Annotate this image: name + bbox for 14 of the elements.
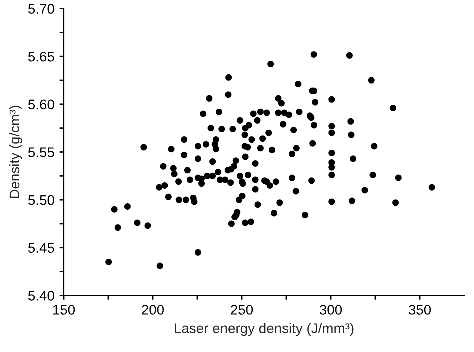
y-tick-label: 5.60 <box>28 100 54 110</box>
x-tick-label: 250 <box>231 305 254 315</box>
y-tick-label: 5.40 <box>28 291 54 301</box>
y-tick-label: 5.45 <box>28 243 54 254</box>
x-tick-label: 200 <box>142 305 164 315</box>
y-tick-label: 5.55 <box>28 148 54 158</box>
y-tick-label: 5.70 <box>28 4 54 14</box>
y-axis-title: Density (g/cm³) <box>9 106 22 198</box>
y-tick-label: 5.50 <box>28 195 54 206</box>
y-tick-label: 5.65 <box>28 52 54 62</box>
x-tick-label: 350 <box>408 305 432 315</box>
x-tick-label: 150 <box>53 305 76 315</box>
x-axis-title: Laser energy density (J/mm³) <box>175 323 354 336</box>
x-tick-label: 300 <box>320 305 342 315</box>
